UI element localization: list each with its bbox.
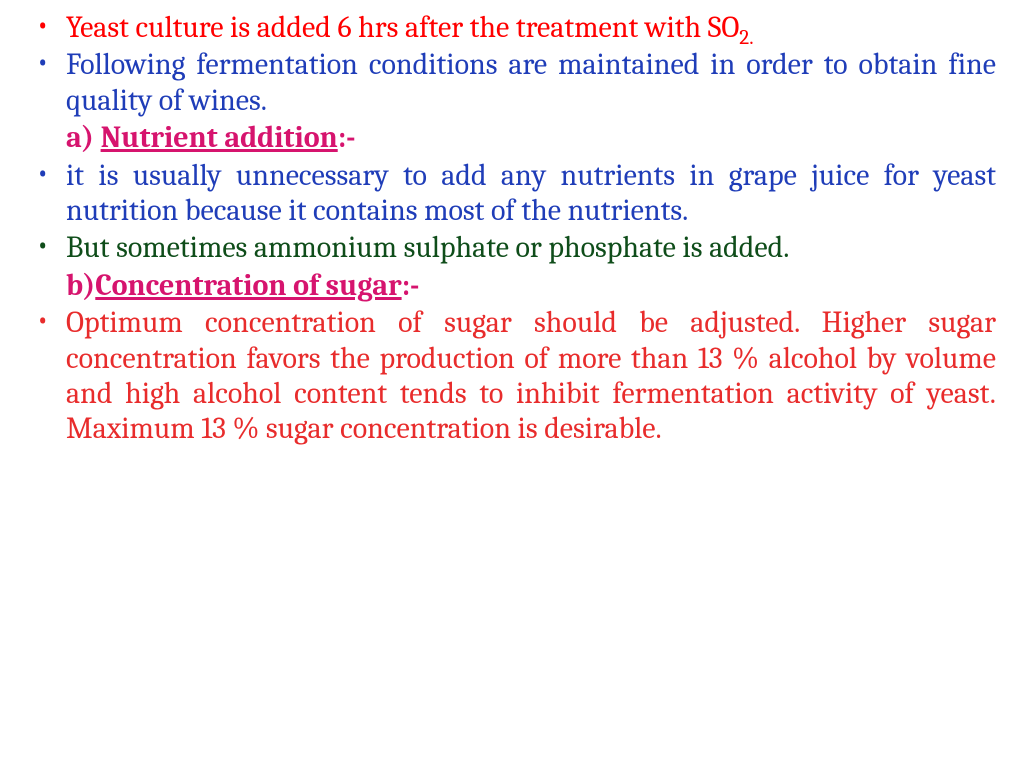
heading-text: Nutrient addition [101, 120, 338, 155]
heading-text: Concentration of sugar [95, 268, 401, 303]
bullet-fermentation-conditions: Following fermentation conditions are ma… [28, 47, 996, 118]
colon: :- [402, 268, 420, 303]
bullet-optimum-sugar: Optimum concentration of sugar should be… [28, 305, 996, 447]
text: Following fermentation conditions are ma… [66, 47, 996, 117]
text: it is usually unnecessary to add any nut… [66, 158, 996, 228]
slide-content: Yeast culture is added 6 hrs after the t… [28, 10, 996, 447]
colon: :- [338, 120, 356, 155]
heading-nutrient-addition: a) Nutrient addition:- [28, 120, 996, 155]
text: Yeast culture is added 6 hrs after the t… [66, 10, 739, 45]
label-b: b) [66, 268, 95, 303]
heading-concentration-sugar: b)Concentration of sugar:- [28, 268, 996, 303]
bullet-ammonium-sulphate: But sometimes ammonium sulphate or phosp… [28, 230, 996, 265]
subscript: 2. [739, 26, 753, 50]
bullet-list: Yeast culture is added 6 hrs after the t… [28, 10, 996, 447]
label-a: a) [66, 120, 101, 155]
text: But sometimes ammonium sulphate or phosp… [66, 230, 789, 265]
text: Optimum concentration of sugar should be… [66, 305, 996, 446]
bullet-unnecessary-nutrients: it is usually unnecessary to add any nut… [28, 158, 996, 229]
bullet-yeast-culture: Yeast culture is added 6 hrs after the t… [28, 10, 996, 45]
